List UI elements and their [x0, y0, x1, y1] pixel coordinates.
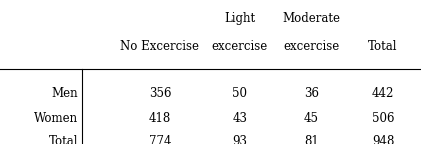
Text: Total: Total [48, 135, 78, 144]
Text: Light: Light [224, 12, 256, 25]
Text: Total: Total [368, 40, 398, 53]
Text: excercise: excercise [212, 40, 268, 53]
Text: 356: 356 [149, 87, 171, 100]
Text: 506: 506 [372, 112, 394, 125]
Text: 36: 36 [304, 87, 319, 100]
Text: Men: Men [51, 87, 78, 100]
Text: 43: 43 [232, 112, 248, 125]
Text: Women: Women [34, 112, 78, 125]
Text: 45: 45 [304, 112, 319, 125]
Text: 442: 442 [372, 87, 394, 100]
Text: 81: 81 [304, 135, 319, 144]
Text: 948: 948 [372, 135, 394, 144]
Text: excercise: excercise [283, 40, 340, 53]
Text: 418: 418 [149, 112, 171, 125]
Text: 774: 774 [149, 135, 171, 144]
Text: 50: 50 [232, 87, 248, 100]
Text: No Excercise: No Excercise [120, 40, 200, 53]
Text: Moderate: Moderate [282, 12, 341, 25]
Text: 93: 93 [232, 135, 248, 144]
